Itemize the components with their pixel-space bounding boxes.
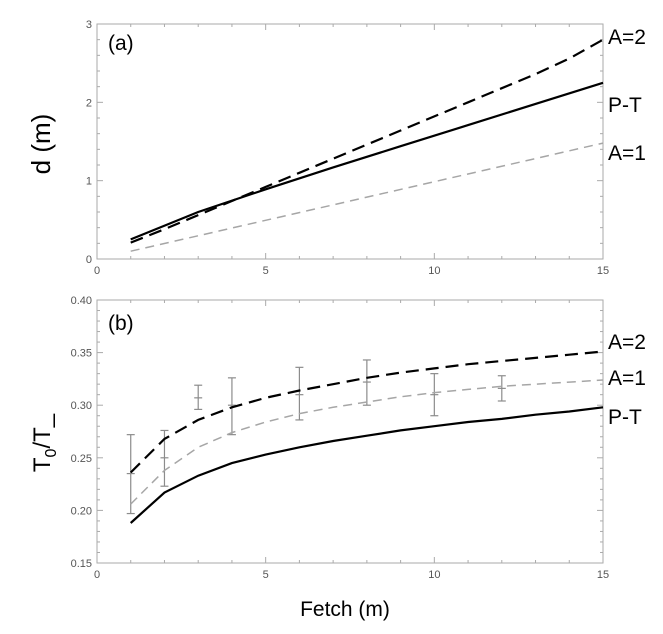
y-tick-label: 0.40 [71,295,92,307]
panel-label-b: (b) [108,312,134,335]
series-line-a-2 [129,350,604,474]
series-line-p-t [129,406,604,524]
curve-label-b-pt: P-T [608,406,642,429]
tick-marks-a: 0 5 10 15 0 1 2 3 [86,19,609,277]
x-tick-label: 15 [597,569,609,581]
error-bars-b [126,359,506,515]
y-tick-label: 1 [86,176,92,188]
y-axis-label-a: d (m) [26,114,56,175]
y-tick-label: 0.15 [71,558,92,570]
y-axis-label-b-sub: 0 [43,448,60,457]
x-tick-label: 10 [428,265,440,277]
curve-label-a-a1: A=1 [608,142,646,165]
x-tick-label: 15 [597,265,609,277]
x-tick-label: 0 [94,569,100,581]
error-bar [194,384,203,411]
plot-frame-a [96,23,604,260]
y-tick-label: 0.30 [71,400,92,412]
x-tick-label: 10 [428,569,440,581]
panel-label-a: (a) [108,32,134,55]
y-tick-label: 0.25 [71,453,92,465]
y-tick-label: 3 [86,19,92,31]
panel-b: 0 5 10 150.150.200.250.300.350.40 (b) T0/T_… [29,295,646,621]
curve-label-b-a1: A=1 [608,367,646,390]
series-line-a-2 [130,38,604,244]
x-axis-label: Fetch (m) [300,598,390,621]
y-axis-label-b-main: T [29,457,56,472]
error-bar [430,373,439,417]
plot-frame-b [96,299,604,564]
y-tick-label: 0.20 [71,505,92,517]
curves-b [129,350,604,524]
error-bar [362,359,371,406]
curve-label-b-a2: A=2 [608,331,646,354]
curve-label-a-a2: A=2 [608,26,646,49]
y-tick-label: 2 [86,97,92,109]
x-tick-label: 0 [94,265,100,277]
tick-marks-b: 0 5 10 15 0.15 0.20 0.25 0.30 0.35 0.40 [71,295,610,581]
y-axis-label-b: T0/T_ [29,413,60,472]
series-line-p-t [130,81,604,241]
curves-a [130,38,604,252]
series-line-a-1 [130,379,604,505]
x-tick-label: 5 [263,265,269,277]
y-axis-label-b-tail: /T_ [29,413,56,448]
error-bar [497,375,506,402]
series-line-a-1 [130,142,604,252]
curve-label-a-pt: P-T [608,94,642,117]
y-tick-label: 0.35 [71,348,92,360]
error-bar [295,366,304,421]
panel-a: 0 5 10 15 0 1 2 3 (a) d (m) A=2 P-T A=1 [26,19,646,277]
error-bar [126,434,135,515]
y-tick-label: 0 [86,254,92,266]
x-tick-label: 5 [263,569,269,581]
